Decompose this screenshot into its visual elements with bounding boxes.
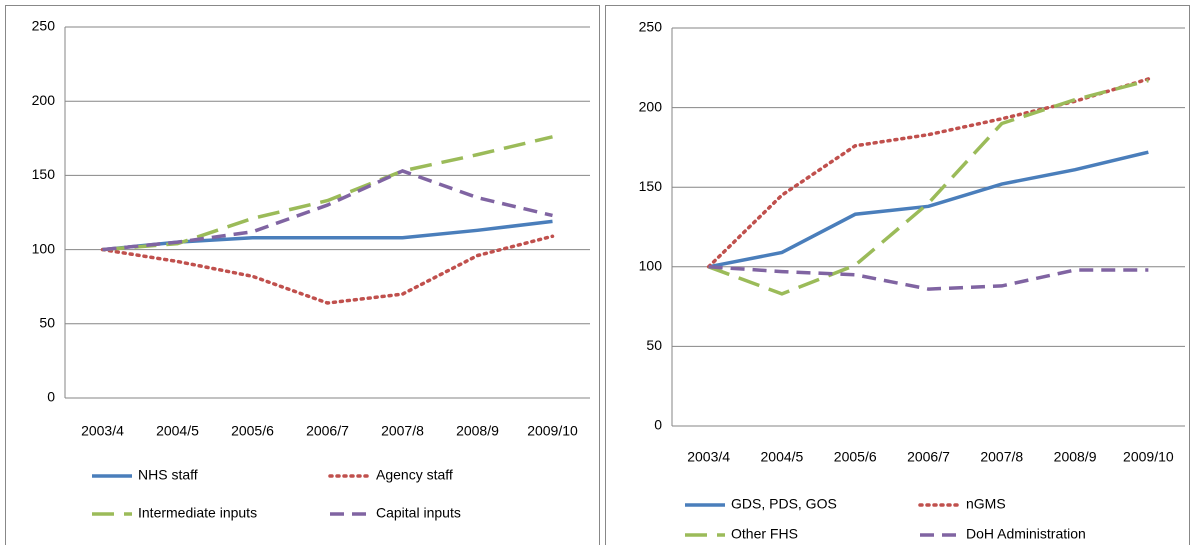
x-tick-label: 2008/9	[1054, 449, 1097, 465]
y-tick-label: 50	[646, 337, 662, 353]
data-line	[708, 78, 1149, 296]
legend-label: GDS, PDS, GOS	[731, 496, 837, 512]
x-tick-label: 2003/4	[81, 423, 124, 439]
legend-label: DoH Administration	[966, 526, 1086, 542]
y-tick-label: 100	[639, 258, 663, 274]
data-line	[100, 234, 555, 305]
x-tick-label: 2007/8	[381, 423, 424, 439]
y-tick-label: 0	[654, 417, 662, 433]
y-tick-label: 100	[32, 240, 56, 256]
x-tick-label: 2005/6	[834, 449, 877, 465]
y-tick-label: 0	[47, 389, 55, 405]
y-tick-label: 150	[639, 178, 663, 194]
legend-label: NHS staff	[138, 467, 198, 483]
x-tick-label: 2006/7	[306, 423, 349, 439]
y-tick-label: 150	[32, 166, 56, 182]
x-tick-label: 2003/4	[687, 449, 730, 465]
y-tick-label: 250	[639, 19, 663, 35]
legend-label: Intermediate inputs	[138, 505, 257, 521]
legend-label: Agency staff	[376, 467, 453, 483]
panel-border	[5, 5, 600, 545]
x-tick-label: 2008/9	[456, 423, 499, 439]
y-tick-label: 250	[32, 18, 56, 34]
data-line	[102, 135, 553, 252]
x-tick-label: 2004/5	[156, 423, 199, 439]
x-tick-label: 2007/8	[980, 449, 1023, 465]
data-line	[708, 265, 1149, 291]
legend-label: nGMS	[966, 496, 1006, 512]
x-tick-label: 2004/5	[761, 449, 804, 465]
y-tick-label: 200	[32, 92, 56, 108]
data-line	[102, 169, 553, 252]
legend-label: Capital inputs	[376, 505, 461, 521]
x-tick-label: 2005/6	[231, 423, 274, 439]
x-tick-label: 2009/10	[1123, 449, 1174, 465]
data-line	[708, 150, 1149, 269]
legend-label: Other FHS	[731, 526, 798, 542]
x-tick-label: 2009/10	[527, 423, 578, 439]
x-tick-label: 2006/7	[907, 449, 950, 465]
y-tick-label: 50	[39, 315, 55, 331]
y-tick-label: 200	[639, 98, 663, 114]
